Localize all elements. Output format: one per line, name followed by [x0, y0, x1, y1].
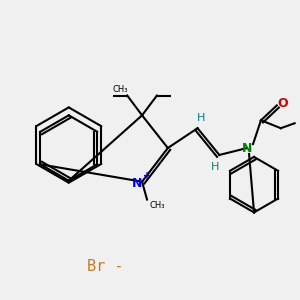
Text: N: N: [132, 177, 142, 190]
Text: H: H: [211, 162, 220, 172]
Text: CH₃: CH₃: [112, 85, 128, 94]
Text: O: O: [278, 97, 288, 110]
Text: N: N: [242, 142, 252, 154]
Text: H: H: [197, 113, 206, 123]
Text: CH₃: CH₃: [150, 201, 166, 210]
Text: Br -: Br -: [87, 260, 124, 274]
Text: +: +: [143, 171, 151, 181]
